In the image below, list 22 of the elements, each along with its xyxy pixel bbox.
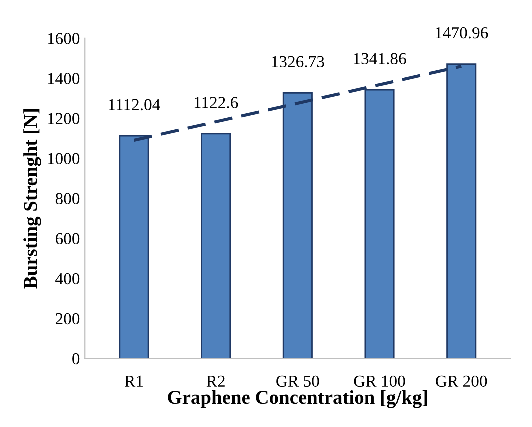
- y-tick-label: 0: [72, 353, 80, 365]
- y-tick-label: 1400: [48, 73, 80, 84]
- x-tick-label: GR 100: [354, 376, 406, 388]
- y-tick-label: 400: [56, 273, 80, 285]
- x-tick-label: GR 200: [436, 376, 488, 388]
- y-tick-label: 800: [56, 193, 80, 204]
- data-label: 1122.6: [194, 97, 238, 108]
- x-tick-label: R1: [124, 376, 143, 387]
- x-axis-title: Graphene Concentration [g/kg]: [168, 390, 428, 408]
- y-axis-title: Bursting Strenght [N]: [24, 109, 42, 289]
- bar: [201, 133, 232, 359]
- y-tick-label: 1200: [48, 113, 80, 124]
- x-tick-label: GR 50: [276, 376, 320, 388]
- data-label: 1112.04: [109, 99, 160, 111]
- data-label: 1470.96: [436, 27, 488, 39]
- data-label: 1341.86: [354, 53, 406, 65]
- data-label: 1326.73: [272, 56, 324, 68]
- y-tick-label: 200: [56, 313, 80, 325]
- x-tick-label: R2: [206, 376, 225, 387]
- y-tick-label: 1000: [48, 153, 80, 164]
- y-tick-label: 1600: [48, 33, 80, 44]
- y-tick-label: 600: [56, 233, 80, 245]
